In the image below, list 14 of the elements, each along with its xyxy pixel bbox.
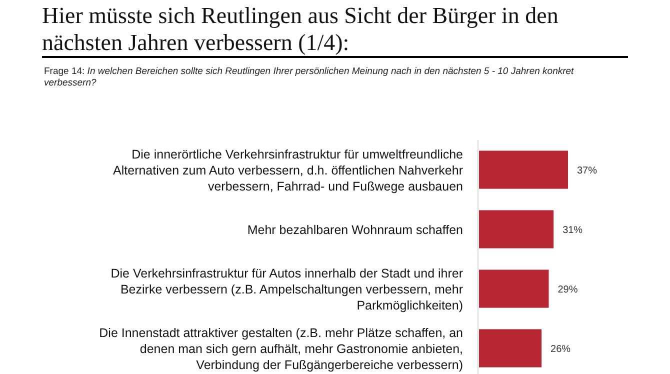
data-label: 37% <box>577 165 598 176</box>
y-tick-label: Die innerörtliche Verkehrsinfrastruktur für umweltfreundliche Alternativen zum Auto verbessern, d.h. öffentlichen Nahverkehr verbessern, Fahrrad- und Fußwege ausbauen <box>113 147 464 194</box>
bar <box>479 329 542 368</box>
bar <box>479 270 549 308</box>
data-label: 31% <box>562 224 583 236</box>
y-tick-label: Die Innenstadt attraktiver gestalten (z.B. mehr Plätze schaffen, an denen man sich gern aufhält, mehr Gastronomie anbieten, Verbindung der Fußgängerbereiche verbessern) <box>99 326 464 372</box>
text: Frage 14: In welchen Bereichen sollte sich Reutlingen Ihrer persönlichen Meinung nach in den nächsten 5 - 10 Jahren konkret verbessern? <box>44 66 574 88</box>
data-label: 26% <box>550 344 571 355</box>
y-tick-label: Die Verkehrsinfrastruktur für Autos innerhalb der Stadt und ihrer Bezirke verbessern (z.B. Ampelschaltungen verbessern, mehr Parkmöglichkeiten) <box>110 266 463 312</box>
y-tick-label: Mehr bezahlbaren Wohnraum schaffen <box>247 222 464 237</box>
data-label: 29% <box>558 284 578 296</box>
bar <box>479 150 568 189</box>
bar <box>479 210 554 248</box>
chart-title: Hier müsste sich Reutlingen aus Sicht der Bürger in den nächsten Jahren verbessern (1/4): <box>42 3 559 55</box>
